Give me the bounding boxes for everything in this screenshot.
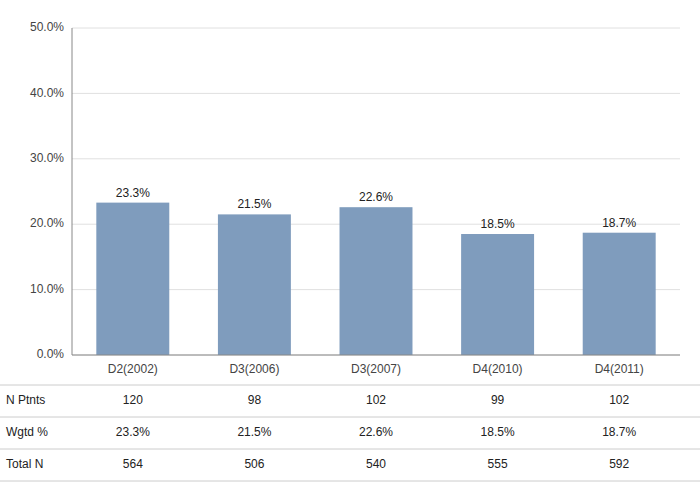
bar — [218, 214, 291, 355]
table-cell: 555 — [488, 457, 508, 471]
table-rule — [0, 449, 700, 450]
data-label: 18.7% — [602, 216, 636, 230]
y-tick-label: 10.0% — [30, 282, 64, 296]
table-cell: 102 — [609, 393, 629, 407]
x-tick-label: D3(2007) — [351, 362, 401, 376]
x-tick-label: D2(2002) — [108, 362, 158, 376]
x-tick-label: D3(2006) — [229, 362, 279, 376]
y-tick-label: 30.0% — [30, 151, 64, 165]
table-cell: 564 — [123, 457, 143, 471]
y-tick-label: 50.0% — [30, 20, 64, 34]
table-cell: 22.6% — [359, 425, 393, 439]
table-rule — [0, 481, 700, 482]
table-cell: 18.5% — [481, 425, 515, 439]
x-axis — [72, 355, 680, 356]
table-cell: 120 — [123, 393, 143, 407]
data-label: 18.5% — [481, 217, 515, 231]
table-cell: 540 — [366, 457, 386, 471]
data-label: 23.3% — [116, 186, 150, 200]
data-label: 22.6% — [359, 190, 393, 204]
table-cell: 102 — [366, 393, 386, 407]
table: N Ptnts 120 98 102 99 102 Wgtd % 23.3% 21.5% 22.6… — [0, 385, 700, 481]
y-axis — [72, 28, 73, 355]
table-row-label: N Ptnts — [6, 393, 45, 407]
bar — [583, 233, 656, 355]
table-cell: 18.7% — [602, 425, 636, 439]
bar — [96, 203, 169, 355]
grid-line — [72, 93, 680, 94]
y-tick-label: 0.0% — [37, 347, 65, 361]
table-rule — [0, 417, 700, 418]
table-cell: 506 — [244, 457, 264, 471]
grid-line — [72, 28, 680, 29]
table-row-label: Wgtd % — [6, 425, 48, 439]
bar — [340, 207, 413, 355]
table-rule — [0, 385, 700, 386]
y-tick-label: 20.0% — [30, 216, 64, 230]
bar — [461, 234, 534, 355]
chart: 0.0% 10.0% 20.0% 30.0% 40.0% 50.0% 23.3% 21.5% 2… — [0, 0, 700, 500]
table-cell: 98 — [248, 393, 262, 407]
grid-line — [72, 355, 680, 356]
bars — [96, 203, 655, 355]
x-tick-label: D4(2010) — [473, 362, 523, 376]
data-label: 21.5% — [237, 197, 271, 211]
y-tick-label: 40.0% — [30, 86, 64, 100]
table-cell: 99 — [491, 393, 505, 407]
table-row-label: Total N — [6, 457, 43, 471]
grid-line — [72, 158, 680, 159]
grid — [72, 28, 680, 355]
table-cell: 592 — [609, 457, 629, 471]
x-tick-label: D4(2011) — [595, 362, 644, 376]
table-cell: 21.5% — [237, 425, 271, 439]
table-cell: 23.3% — [116, 425, 150, 439]
